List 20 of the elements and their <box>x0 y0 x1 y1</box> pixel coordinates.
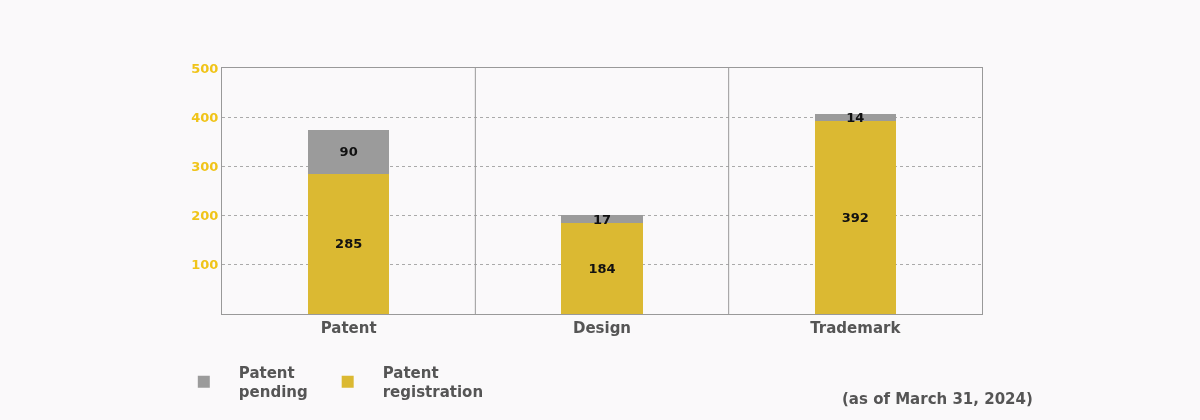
data-label: 17 <box>592 211 612 227</box>
y-tick-label: 200 <box>191 208 219 224</box>
y-tick-label: 400 <box>191 109 219 125</box>
bar <box>308 129 390 174</box>
bar <box>308 173 390 314</box>
y-tick-label: 300 <box>191 158 219 174</box>
x-tick-label: Design <box>572 319 632 337</box>
text: (as of March 31, 2024) <box>842 390 1033 408</box>
bar <box>561 223 643 314</box>
x-tick-label: Patent <box>320 319 377 337</box>
bar <box>814 121 896 314</box>
x-tick-label: Trademark <box>810 319 902 337</box>
data-label: 184 <box>588 261 616 277</box>
data-label: 392 <box>841 210 869 226</box>
y-tick-label: 100 <box>191 257 219 273</box>
legend-label: Patent registration <box>382 363 484 402</box>
data-label: 90 <box>339 144 358 160</box>
legend-label: Patent pending <box>238 363 308 402</box>
y-tick-label: 500 <box>191 60 219 76</box>
data-label: 285 <box>335 236 363 252</box>
